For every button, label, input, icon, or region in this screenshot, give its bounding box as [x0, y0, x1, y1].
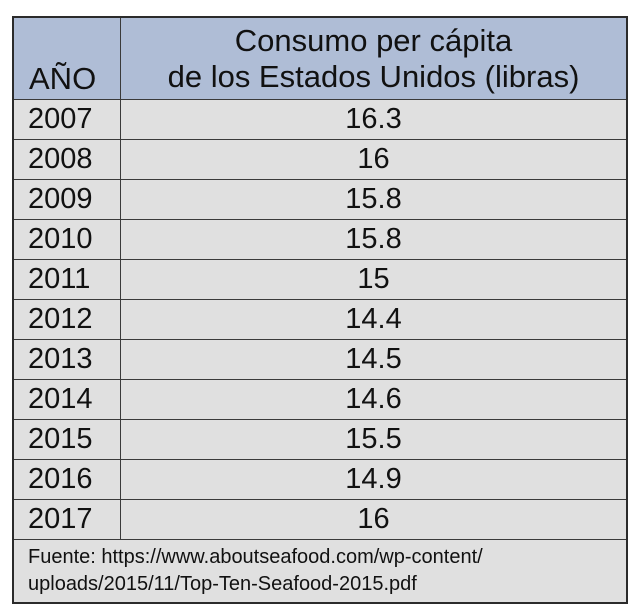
consumption-cell: 15.8	[345, 183, 402, 215]
year-cell: 2015	[14, 420, 121, 459]
table-row: 2009 15.8	[14, 179, 626, 219]
consumption-cell: 14.5	[345, 343, 402, 375]
table-row: 2013 14.5	[14, 339, 626, 379]
source-line2: uploads/2015/11/Top-Ten-Seafood-2015.pdf	[28, 573, 417, 595]
year-cell: 2017	[14, 500, 121, 539]
consumption-header-line1: Consumo per cápita	[234, 23, 513, 58]
consumption-cell: 16.3	[345, 103, 402, 135]
year-cell: 2012	[14, 300, 121, 339]
table-row: 2012 14.4	[14, 299, 626, 339]
table-header: AÑO Consumo per cápita de los Estados Un…	[14, 18, 626, 99]
table-row: 2016 14.9	[14, 459, 626, 499]
table-body: 2007 16.3 2008 16 2009 15.8 2010 15.8 2011 15 2012…	[14, 99, 626, 539]
year-cell: 2008	[14, 140, 121, 179]
year-cell: 2014	[14, 380, 121, 419]
consumption-cell: 15.5	[345, 423, 402, 455]
consumption-cell: 16	[357, 143, 390, 175]
source-line1: Fuente: https://www.aboutseafood.com/wp-…	[28, 546, 483, 568]
table-row: 2007 16.3	[14, 99, 626, 139]
consumption-cell: 14.9	[345, 463, 402, 495]
year-cell: 2011	[14, 260, 121, 299]
consumption-cell: 15.8	[345, 223, 402, 255]
year-cell: 2016	[14, 460, 121, 499]
consumption-cell: 14.4	[345, 303, 402, 335]
table-row: 2008 16	[14, 139, 626, 179]
consumption-cell: 14.6	[345, 383, 402, 415]
year-cell: 2013	[14, 340, 121, 379]
year-cell: 2009	[14, 180, 121, 219]
table-row: 2015 15.5	[14, 419, 626, 459]
year-header-label: AÑO	[29, 61, 97, 96]
source-note: Fuente: https://www.aboutseafood.com/wp-…	[14, 539, 626, 602]
table-row: 2010 15.8	[14, 219, 626, 259]
consumption-cell: 15	[357, 263, 390, 295]
year-column-header: AÑO	[14, 18, 121, 99]
year-cell: 2007	[14, 100, 121, 139]
data-table: AÑO Consumo per cápita de los Estados Un…	[12, 16, 628, 604]
year-cell: 2010	[14, 220, 121, 259]
table-row: 2011 15	[14, 259, 626, 299]
consumption-header-line2: de los Estados Unidos (libras)	[167, 59, 580, 94]
table-row: 2017 16	[14, 499, 626, 539]
consumption-column-header: Consumo per cápita de los Estados Unidos…	[121, 18, 626, 99]
consumption-cell: 16	[357, 503, 390, 535]
table-row: 2014 14.6	[14, 379, 626, 419]
